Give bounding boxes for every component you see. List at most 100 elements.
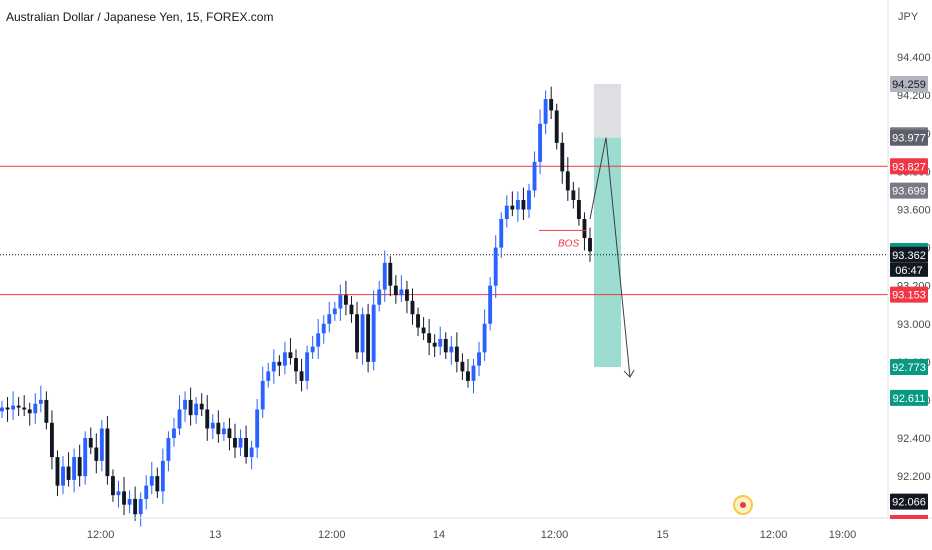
candle-body xyxy=(538,123,543,162)
candle-body xyxy=(144,485,149,499)
candle-body xyxy=(493,247,498,286)
candle-body xyxy=(343,295,348,305)
candle-body xyxy=(221,428,226,435)
candle-body xyxy=(205,409,210,429)
projection-path[interactable] xyxy=(589,137,631,378)
candle-body xyxy=(321,323,326,334)
countdown-bg xyxy=(890,262,928,277)
candle-body xyxy=(399,289,404,296)
candle-body xyxy=(216,422,221,435)
candle-body xyxy=(510,205,515,210)
candle-body xyxy=(49,422,54,458)
candle-body xyxy=(94,447,99,461)
candle-body xyxy=(105,428,110,477)
price-label: 93.977 xyxy=(892,133,926,145)
candle-body xyxy=(382,262,387,290)
candle-body xyxy=(554,110,559,143)
price-label: 94.259 xyxy=(892,79,926,91)
candle-body xyxy=(27,409,32,414)
candle-body xyxy=(471,365,476,381)
candle-body xyxy=(122,491,126,505)
y-tick-label: 93.600 xyxy=(897,204,931,216)
candle-body xyxy=(11,405,16,410)
candle-body xyxy=(549,99,554,111)
price-label: 92.611 xyxy=(893,393,926,405)
candle-body xyxy=(266,371,271,381)
price-label-bg xyxy=(890,286,928,303)
axis-marker xyxy=(890,515,928,519)
candle-body xyxy=(61,466,65,486)
price-label-bg xyxy=(890,182,928,199)
candle-body xyxy=(576,199,581,220)
candle-body xyxy=(294,358,298,372)
candle-body xyxy=(194,403,199,416)
take-profit-zone[interactable] xyxy=(594,137,621,367)
price-label: 92.773 xyxy=(892,362,926,374)
candle-body xyxy=(172,428,176,439)
candle-body xyxy=(5,407,10,410)
candle-body xyxy=(83,438,88,477)
candle-body xyxy=(44,399,49,423)
event-dot-icon xyxy=(740,502,746,508)
y-tick-label: 92.200 xyxy=(897,471,931,483)
price-label-bg xyxy=(890,493,928,510)
candle-body xyxy=(183,399,187,410)
candle-body xyxy=(16,405,21,408)
candle-body xyxy=(571,190,576,200)
candle-body xyxy=(133,498,138,515)
candle-body xyxy=(271,361,276,372)
candle-body xyxy=(421,327,426,334)
candle-body xyxy=(55,457,60,486)
price-label-bg xyxy=(890,389,928,406)
candle-body xyxy=(22,407,27,410)
x-tick-label: 12:00 xyxy=(87,529,115,541)
candle-body xyxy=(543,99,548,124)
candle-body xyxy=(277,361,282,366)
candle-body xyxy=(327,314,332,324)
candle-body xyxy=(155,476,160,492)
candle-body xyxy=(454,346,459,362)
stop-loss-zone[interactable] xyxy=(594,83,621,138)
x-tick-label: 15 xyxy=(657,529,669,541)
arrow-head xyxy=(623,369,635,378)
price-label-bg xyxy=(890,246,928,263)
candle-body xyxy=(116,491,121,496)
candle-body xyxy=(582,219,587,239)
candle-body xyxy=(66,466,71,480)
candle-body xyxy=(299,371,304,381)
candle-body xyxy=(371,304,376,362)
price-label: 93.827 xyxy=(892,161,926,173)
candle-body xyxy=(349,304,354,315)
candle-body xyxy=(166,438,171,461)
chart-title: Australian Dollar / Japanese Yen, 15, FO… xyxy=(6,10,274,24)
candle-body xyxy=(499,219,504,248)
price-label: 93.699 xyxy=(892,186,926,198)
candle-body xyxy=(355,314,359,353)
x-tick-label: 13 xyxy=(209,529,221,541)
candle-body xyxy=(560,142,565,172)
x-tick-label: 12:00 xyxy=(760,529,788,541)
candle-body xyxy=(249,447,254,458)
candle-body xyxy=(438,338,443,347)
candle-body xyxy=(565,171,570,191)
candle-body xyxy=(377,289,382,305)
candle-body xyxy=(488,285,493,324)
candle-body xyxy=(521,199,526,210)
candle-body xyxy=(305,352,310,381)
candle-body xyxy=(72,457,77,480)
x-tick-label: 14 xyxy=(433,529,445,541)
y-tick-label: 92.400 xyxy=(897,433,931,445)
candle-body xyxy=(77,457,82,477)
candle-body xyxy=(427,333,432,343)
price-label-bg xyxy=(890,75,928,92)
candle-body xyxy=(160,460,165,492)
candle-body xyxy=(532,161,537,191)
candle-body xyxy=(33,403,38,414)
countdown-label: 06:47 xyxy=(895,265,923,277)
y-tick-label: 94.200 xyxy=(897,90,931,102)
price-label-bg xyxy=(890,158,928,175)
candle-body xyxy=(449,346,454,353)
candle-body xyxy=(515,199,520,210)
candle-body xyxy=(177,409,182,429)
